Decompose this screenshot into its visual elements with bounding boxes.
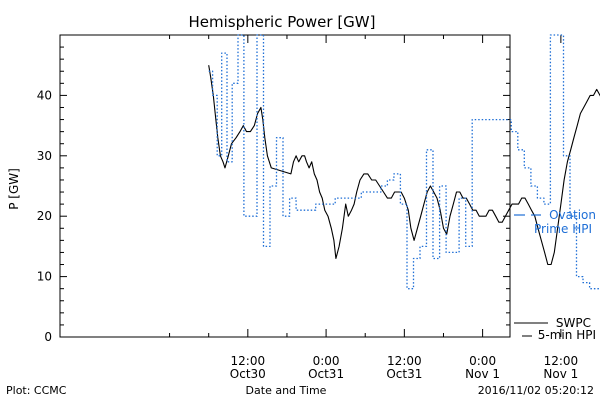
footer-timestamp: 2016/11/02 05:20:12 xyxy=(478,384,594,397)
x-tick-label: 0:00 xyxy=(469,354,496,368)
legend-swpc-label-1: SWPC xyxy=(556,316,591,330)
x-tick-label: 12:00 xyxy=(387,354,422,368)
x-tick-label: Oct30 xyxy=(230,367,266,381)
legend-ovation-label-2: Prime HPI xyxy=(534,222,592,236)
y-tick-label: 20 xyxy=(37,209,52,223)
x-tick-label: 0:00 xyxy=(313,354,340,368)
plot-frame xyxy=(59,34,511,338)
y-axis-label: P [GW] xyxy=(7,168,21,210)
y-axis-ticks: 0 10 20 30 40 xyxy=(37,34,510,344)
y-tick-label: 0 xyxy=(44,330,52,344)
x-tick-label: 12:00 xyxy=(231,354,266,368)
y-tick-label: 30 xyxy=(37,149,52,163)
y-tick-label: 40 xyxy=(37,88,52,102)
series-layer xyxy=(208,34,600,290)
y-tick-label: 10 xyxy=(37,270,52,284)
x-axis-label: Date and Time xyxy=(246,384,327,397)
legend-ovation-label-1: Ovation xyxy=(549,208,596,222)
x-tick-label: Nov 1 xyxy=(465,367,500,381)
chart-title: Hemispheric Power [GW] xyxy=(189,13,376,31)
x-tick-label: Nov 1 xyxy=(543,367,578,381)
legend-swpc-label-2: 5-min HPI xyxy=(538,328,596,342)
footer-plot-credit: Plot: CCMC xyxy=(6,384,67,397)
series-ovation-line xyxy=(208,34,600,290)
x-tick-label: Oct31 xyxy=(308,367,344,381)
x-tick-label: Oct31 xyxy=(386,367,422,381)
x-tick-label: 12:00 xyxy=(544,354,579,368)
series-swpc-line xyxy=(208,65,600,266)
